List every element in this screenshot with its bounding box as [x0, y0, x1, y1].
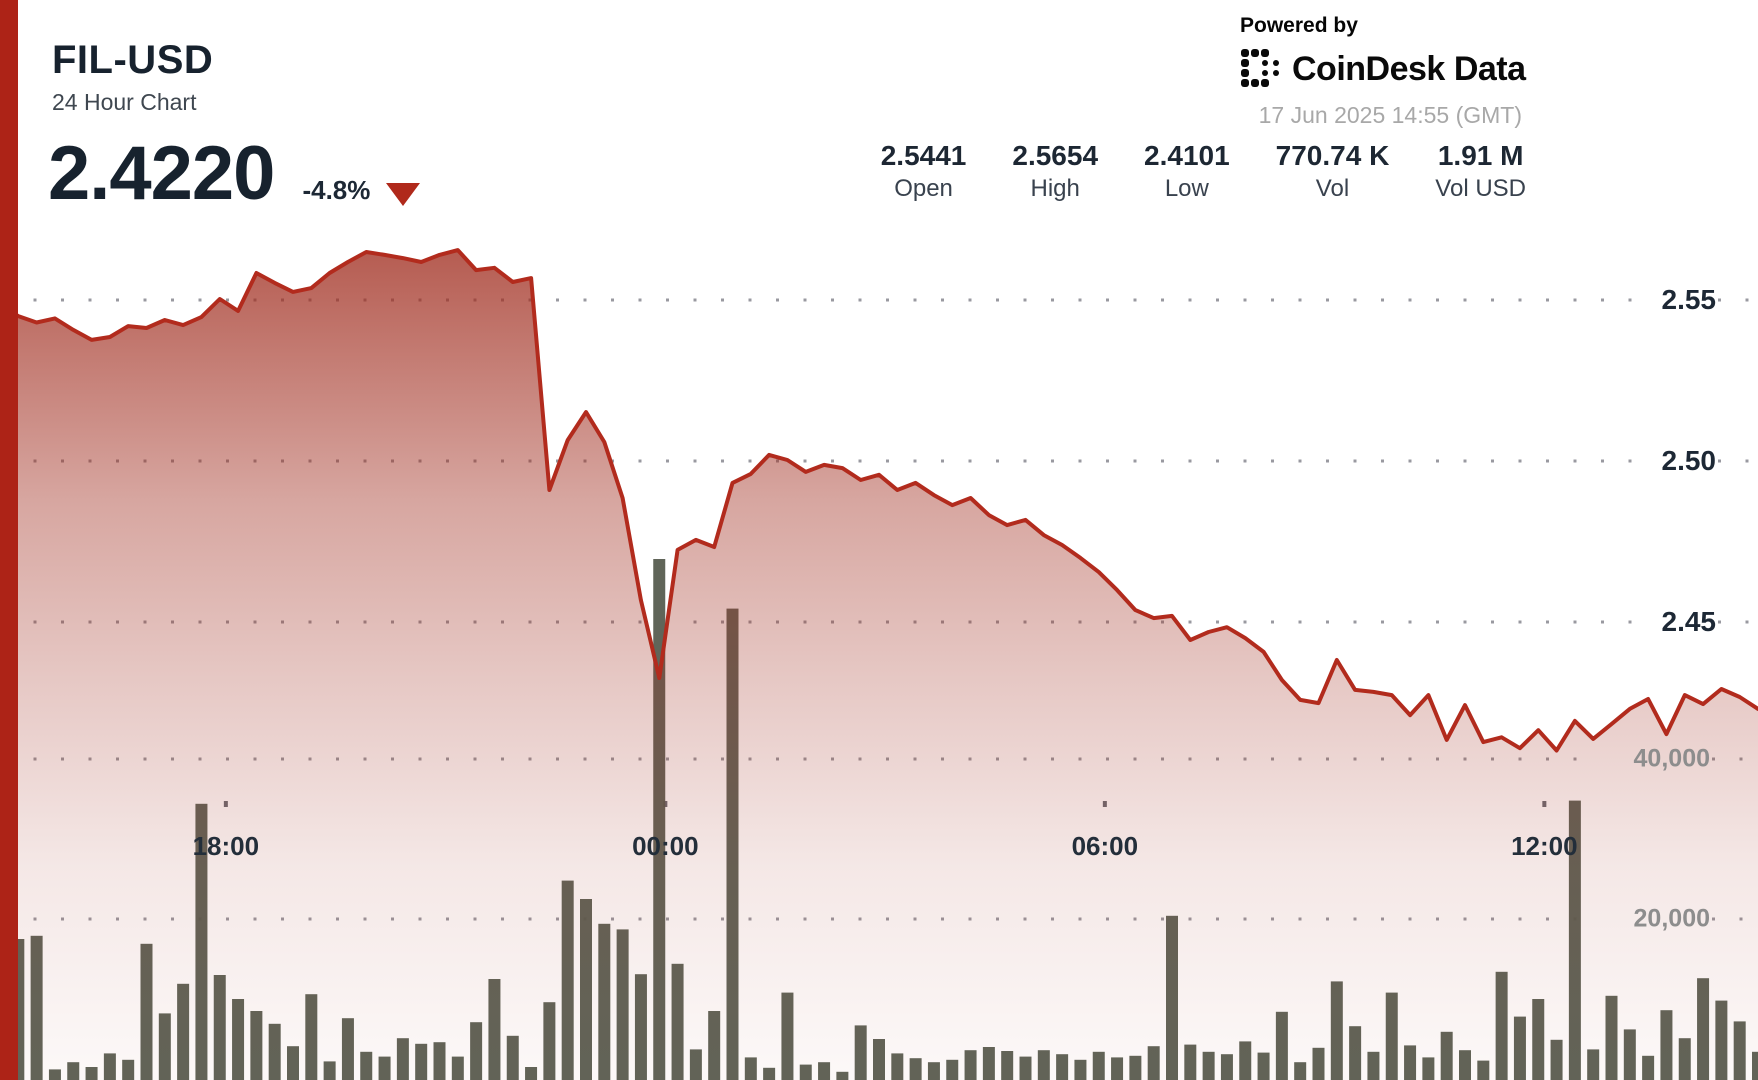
- chart-subtitle: 24 Hour Chart: [52, 89, 197, 115]
- stat-vol: 770.74 K Vol: [1276, 140, 1390, 204]
- stat-label: Low: [1164, 175, 1209, 202]
- volume-axis-tick: 20,000: [1633, 904, 1710, 933]
- coindesk-logo: CoinDesk Data: [1240, 48, 1526, 90]
- time-axis-tick: 18:00: [192, 831, 260, 861]
- stat-value: 770.74 K: [1275, 140, 1390, 171]
- volume-axis-tick: 40,000: [1633, 744, 1710, 773]
- coindesk-logo-icon: [1241, 49, 1279, 87]
- stat-label: Open: [894, 175, 953, 202]
- timestamp: 17 Jun 2025 14:55 (GMT): [1258, 102, 1522, 128]
- stat-value: 2.5441: [880, 140, 967, 171]
- stat-value: 2.4101: [1144, 140, 1230, 171]
- price-change: -4.8%: [302, 175, 371, 205]
- brand-name: CoinDesk: [1292, 49, 1445, 88]
- brand-name-suffix: Data: [1453, 49, 1526, 88]
- stat-low: 2.4101 Low: [1144, 140, 1230, 204]
- price-line: [0, 248, 1758, 753]
- time-axis-tick: 12:00: [1511, 831, 1578, 861]
- price-axis-tick: 2.50: [1661, 445, 1717, 476]
- stat-value: 1.91 M: [1437, 140, 1524, 171]
- stat-high: 2.5654 High: [1012, 140, 1098, 204]
- stat-label: High: [1030, 175, 1080, 202]
- price-axis-tick: 2.55: [1661, 284, 1717, 315]
- ohlc-stats-row: 2.5441 Open 2.5654 High 2.4101 Low 770.7…: [881, 140, 1526, 204]
- page-title: FIL-USD: [52, 38, 214, 82]
- stat-vol-usd: 1.91 M Vol USD: [1435, 140, 1526, 204]
- time-axis-tick: 00:00: [632, 831, 699, 861]
- stat-open: 2.5441 Open: [881, 140, 967, 204]
- price-area-fill: [0, 250, 1758, 1080]
- stat-label: Vol USD: [1435, 175, 1526, 202]
- stat-label: Vol: [1315, 175, 1350, 202]
- stat-value: 2.5654: [1012, 140, 1099, 171]
- price-row: 2.4220 -4.8%: [48, 131, 421, 216]
- last-price: 2.4220: [48, 131, 275, 216]
- powered-by-label: Powered by: [1240, 14, 1358, 37]
- down-triangle-icon: [386, 183, 421, 206]
- header-left: FIL-USD 24 Hour Chart: [52, 38, 213, 116]
- price-axis-tick: 2.45: [1661, 606, 1717, 637]
- time-axis-tick: 06:00: [1071, 831, 1139, 861]
- left-accent-bar: [0, 0, 18, 1080]
